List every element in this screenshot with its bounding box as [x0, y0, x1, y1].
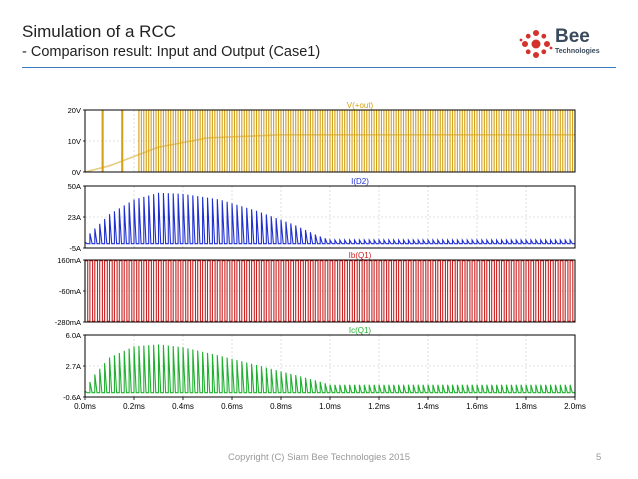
trace-label: Ic(Q1): [349, 326, 372, 335]
slide-subtitle: - Comparison result: Input and Output (C…: [22, 44, 321, 60]
x-tick-label: 1.8ms: [515, 402, 537, 411]
x-tick-label: 1.0ms: [319, 402, 341, 411]
trace-label: V(+out): [347, 101, 374, 110]
y-tick-label: -0.6A: [63, 393, 81, 402]
y-tick-label: -280mA: [55, 318, 81, 327]
copyright-footer: Copyright (C) Siam Bee Technologies 2015: [227, 452, 410, 463]
logo-name: Bee: [555, 26, 590, 47]
page-number: 5: [596, 452, 602, 463]
x-tick-label: 0.8ms: [270, 402, 292, 411]
panel-frame: [84, 185, 576, 249]
y-tick-label: 2.7A: [66, 362, 81, 371]
x-tick-label: 0.0ms: [74, 402, 96, 411]
x-tick-label: 0.4ms: [172, 402, 194, 411]
waveform-ib-q1-: [84, 260, 575, 322]
x-tick-label: 1.6ms: [466, 402, 488, 411]
y-tick-label: 20V: [68, 106, 81, 115]
y-tick-label: 10V: [68, 137, 81, 146]
panel-frame: [84, 109, 576, 173]
waveform-ic-q1-: [84, 344, 575, 394]
y-tick-label: -60mA: [59, 287, 81, 296]
waveform-v-out-: [85, 109, 575, 173]
y-tick-label: 0V: [72, 168, 81, 177]
y-tick-label: -5A: [69, 244, 81, 253]
title-rule: [22, 67, 616, 68]
logo-subtitle: Technologies: [555, 48, 600, 55]
x-tick-label: 1.4ms: [417, 402, 439, 411]
x-tick-label: 0.2ms: [123, 402, 145, 411]
y-tick-label: 23A: [68, 213, 81, 222]
average-level-line: [84, 134, 575, 173]
logo-mark-icon: [519, 30, 553, 58]
panel-frame: [84, 259, 576, 323]
y-tick-label: 6.0A: [66, 331, 81, 340]
trace-label: Ib(Q1): [349, 251, 372, 260]
waveform-i-d2-: [84, 192, 575, 245]
x-tick-label: 1.2ms: [368, 402, 390, 411]
trace-label: I(D2): [351, 177, 369, 186]
y-tick-label: 160mA: [57, 256, 81, 265]
x-tick-label: 0.6ms: [221, 402, 243, 411]
x-tick-label: 2.0ms: [564, 402, 586, 411]
slide-title: Simulation of a RCC: [22, 22, 177, 41]
simulation-chart: 20V 10V 0V V(+out) 50A 23A -5A I(D2) 160mA -60mA -…: [55, 101, 586, 411]
y-tick-label: 50A: [68, 182, 81, 191]
